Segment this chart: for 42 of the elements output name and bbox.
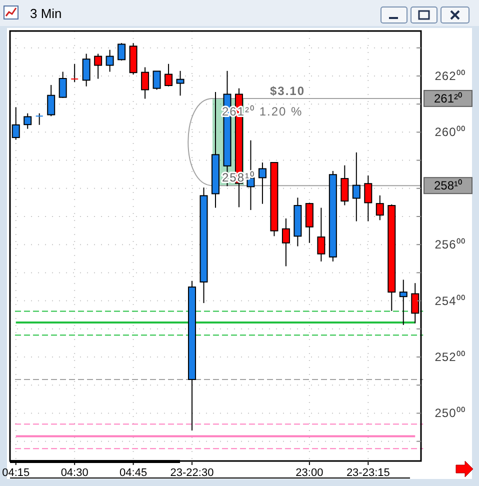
candlestick xyxy=(352,152,360,222)
candlestick xyxy=(12,106,20,140)
candlestick xyxy=(317,207,326,262)
candlestick xyxy=(47,84,56,117)
y-tick-label: 254⁰⁰ xyxy=(434,294,466,308)
y-tick-label: 256⁰⁰ xyxy=(434,238,466,252)
x-tick-label: 23:00 xyxy=(296,467,324,479)
ref-line-label: 261²⁰ xyxy=(434,91,462,106)
candlestick xyxy=(94,53,102,80)
annotation: 258¹⁰ xyxy=(222,170,256,185)
candlestick xyxy=(106,49,114,72)
candlestick xyxy=(305,202,314,244)
candlestick xyxy=(376,194,384,221)
y-tick-label: 262⁰⁰ xyxy=(434,68,466,83)
candlestick xyxy=(152,70,161,90)
candlestick xyxy=(411,282,420,324)
candlestick xyxy=(71,63,78,83)
candlestick xyxy=(282,218,290,267)
y-tick-label: 260⁰⁰ xyxy=(434,125,466,140)
candlestick xyxy=(258,162,266,204)
ref-line-label: 258¹⁰ xyxy=(434,178,462,193)
candlestick xyxy=(164,63,173,87)
annotation: $3.10 xyxy=(270,84,305,98)
candlestick xyxy=(24,112,32,130)
x-tick-label: 04:45 xyxy=(120,467,148,479)
candlestick xyxy=(364,174,372,222)
candlestick xyxy=(58,71,67,98)
annotation: 261²⁰ 1.20 % xyxy=(222,104,303,118)
x-tick-label: 04:30 xyxy=(60,467,88,479)
x-tick-label: 23-22:30 xyxy=(170,467,214,479)
candlestick xyxy=(176,70,184,96)
candlestick xyxy=(141,66,150,100)
chart-title: 3 Min xyxy=(30,6,62,21)
x-tick-label: 04:15 xyxy=(2,467,30,479)
candlestick xyxy=(340,164,349,206)
candlestick xyxy=(118,42,126,62)
candlestick xyxy=(399,279,408,326)
candlestick xyxy=(36,112,43,126)
candlestick xyxy=(82,53,90,87)
y-tick-label: 250⁰⁰ xyxy=(434,406,466,420)
y-tick-label: 252⁰⁰ xyxy=(434,350,466,364)
x-tick-label: 23-23:15 xyxy=(346,467,390,479)
